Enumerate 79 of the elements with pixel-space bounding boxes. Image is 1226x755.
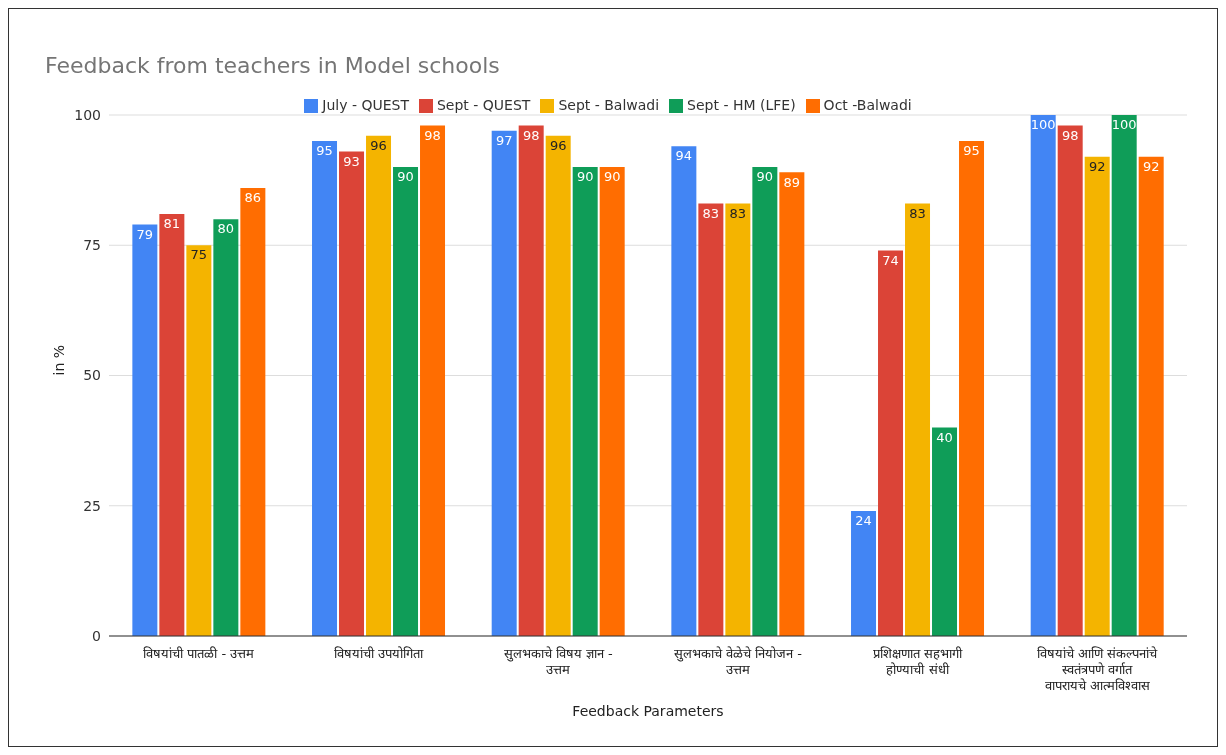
data-label: 74	[882, 252, 899, 268]
x-tick-label: सुलभकाचे वेळेचे नियोजन - उत्तम	[673, 646, 803, 677]
y-tick-label: 50	[83, 367, 101, 384]
x-tick-label: विषयांचे आणि संकल्पनांचे स्वतंत्रपणे वर्गात वापरायचे आत्मविश्वास	[1037, 646, 1159, 693]
x-tick-label: विषयांची उपयोगिता	[333, 646, 425, 661]
bar	[393, 167, 419, 636]
bar	[312, 141, 338, 636]
data-label: 81	[163, 216, 181, 232]
data-label: 90	[756, 169, 774, 185]
bar	[1111, 115, 1137, 636]
data-label: 92	[1142, 158, 1160, 174]
bar	[366, 135, 392, 636]
legend-label: Sept - Balwadi	[558, 97, 660, 113]
bar	[851, 510, 877, 636]
bar	[752, 167, 778, 636]
y-tick-label: 25	[83, 497, 101, 514]
data-label: 79	[136, 226, 154, 242]
data-label: 100	[1111, 117, 1137, 133]
bar	[159, 213, 185, 636]
data-label: 95	[963, 143, 980, 159]
bar	[1030, 115, 1056, 636]
x-tick-label: सुलभकाचे विषय ज्ञान - उत्तम	[503, 646, 614, 677]
bar	[213, 219, 239, 636]
data-label: 97	[495, 132, 513, 148]
x-tick-label: विषयांची पातळी - उत्तम	[143, 646, 255, 661]
data-label: 98	[1061, 127, 1079, 143]
data-label: 90	[397, 169, 414, 185]
data-label: 93	[343, 153, 360, 169]
x-tick-label: प्रशिक्षणात सहभागी होण्याची संधी	[872, 646, 964, 677]
bar	[1138, 156, 1164, 636]
bar	[132, 224, 158, 636]
x-axis-title: Feedback Parameters	[572, 703, 724, 719]
data-label: 83	[729, 205, 747, 221]
data-label: 24	[855, 513, 872, 529]
bar	[725, 203, 751, 636]
bar	[420, 125, 446, 636]
bar	[698, 203, 724, 636]
data-label: 83	[909, 205, 926, 221]
data-label: 94	[675, 148, 693, 164]
bar	[779, 172, 805, 636]
bar	[1084, 156, 1110, 636]
bar	[518, 125, 544, 636]
y-tick-label: 0	[92, 627, 101, 644]
data-label: 96	[370, 138, 387, 154]
bar	[905, 203, 931, 636]
bar	[671, 146, 697, 636]
data-label: 98	[522, 127, 540, 143]
bar	[878, 250, 904, 636]
data-label: 100	[1030, 117, 1056, 133]
legend-label: Sept - HM (LFE)	[687, 97, 796, 113]
bar	[1057, 125, 1083, 636]
y-tick-label: 75	[83, 237, 101, 254]
chart-title: Feedback from teachers in Model schools	[45, 53, 500, 78]
data-label: 75	[190, 247, 208, 263]
data-label: 40	[936, 429, 953, 445]
bar	[932, 427, 958, 636]
data-label: 92	[1088, 158, 1106, 174]
bar	[545, 135, 571, 636]
data-label: 83	[702, 205, 720, 221]
bar	[339, 151, 365, 636]
legend-label: Oct -Balwadi	[823, 97, 912, 113]
bar	[572, 167, 598, 636]
bar	[599, 167, 625, 636]
data-label: 80	[217, 221, 235, 237]
bar	[240, 187, 266, 636]
data-label: 98	[424, 127, 441, 143]
y-tick-label: 100	[74, 106, 101, 123]
data-label: 89	[783, 174, 801, 190]
legend-label: Sept - QUEST	[436, 97, 531, 113]
y-axis-title: in %	[50, 344, 67, 376]
legend-label: July - QUEST	[322, 97, 409, 113]
bar	[186, 245, 212, 636]
data-label: 86	[244, 190, 262, 206]
bar	[491, 130, 517, 636]
data-label: 90	[603, 169, 621, 185]
data-label: 95	[316, 143, 333, 159]
bar	[959, 141, 985, 636]
data-label: 90	[576, 169, 594, 185]
data-label: 96	[549, 138, 567, 154]
